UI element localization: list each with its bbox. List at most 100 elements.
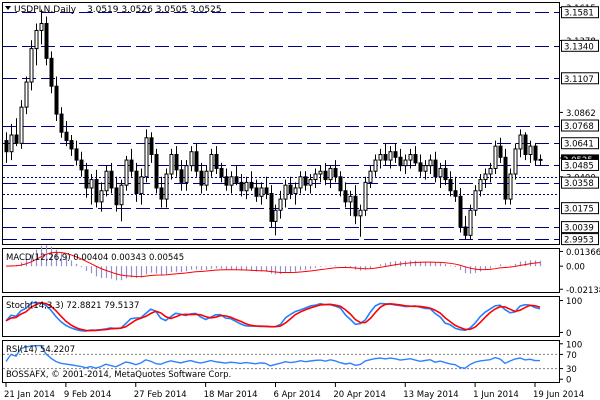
candle-body: [104, 170, 109, 192]
candle-body: [513, 148, 518, 175]
candle-body: [353, 195, 358, 217]
candle-body: [463, 226, 468, 236]
candle-body: [418, 162, 423, 172]
candle-body: [413, 154, 418, 164]
price-level-label: 3.0768: [564, 122, 594, 132]
stoch-axis-tick-label: 0: [566, 329, 571, 339]
candle-body: [363, 181, 368, 211]
macd-indicator: [5, 245, 542, 281]
candle-body: [383, 154, 388, 161]
price-axis: 3.16153.15813.13783.13403.11073.08623.07…: [560, 4, 599, 246]
candle-body: [428, 159, 433, 167]
macd-axis-tick-label: -0.02138: [566, 286, 600, 296]
candle-body: [9, 134, 14, 153]
price-level-box: [561, 39, 599, 52]
macd-axis-tick-label: 0.00: [566, 263, 585, 273]
price-level-box: [561, 6, 599, 19]
candle-body: [458, 195, 463, 228]
candle-body: [34, 29, 39, 50]
candle-body: [184, 165, 189, 183]
candle-body: [518, 134, 523, 150]
rsi-axis-tick-label: 100: [566, 340, 582, 350]
candle-body: [333, 167, 338, 178]
candle-body: [119, 184, 124, 206]
candle-body: [488, 167, 493, 175]
rsi-axis-tick-label: 70: [566, 351, 577, 361]
candle-body: [303, 176, 308, 186]
candle-body: [264, 187, 269, 195]
candle-body: [164, 173, 169, 200]
candle-body: [348, 195, 353, 203]
rsi-line: [5, 344, 541, 369]
date-label: 18 Mar 2014: [204, 390, 258, 400]
candle-body: [443, 167, 448, 181]
candle-body: [204, 170, 209, 186]
candle-body: [214, 154, 219, 169]
candle-body: [378, 154, 383, 161]
candle-body: [174, 154, 179, 171]
candle-body: [498, 145, 503, 158]
stoch-panel[interactable]: [2, 296, 560, 337]
candle-body: [388, 151, 393, 161]
candle-body: [4, 140, 9, 153]
main-price-panel[interactable]: [2, 2, 560, 245]
candle-body: [273, 209, 278, 222]
candle-body: [293, 187, 298, 195]
candle-body: [114, 187, 119, 206]
candle-body: [328, 167, 333, 181]
candle-body: [219, 167, 224, 178]
candle-body: [423, 165, 428, 172]
candle-body: [124, 159, 129, 186]
candle-body: [408, 154, 413, 161]
candle-body: [189, 151, 194, 167]
candle-body: [533, 145, 538, 161]
collapse-arrow-icon[interactable]: [5, 6, 11, 10]
price-level-label: 3.1107: [564, 75, 594, 85]
candle-body: [538, 158, 543, 161]
price-level-box: [561, 221, 599, 234]
candlestick-series: [4, 9, 543, 240]
date-label: 19 Jun 2014: [533, 390, 584, 400]
rsi-panel[interactable]: [2, 340, 560, 383]
candle-body: [503, 156, 508, 200]
candle-body: [179, 169, 184, 183]
stoch-signal-line: [5, 301, 541, 332]
price-level-label: 3.1340: [564, 42, 594, 52]
stoch-axis-tick-label: 100: [566, 297, 582, 307]
macd-panel[interactable]: [2, 248, 560, 293]
candle-body: [483, 173, 488, 181]
candle-body: [199, 170, 204, 186]
candle-body: [318, 170, 323, 175]
macd-signal-line: [5, 251, 541, 278]
candle-body: [323, 170, 328, 181]
rsi-axis-tick-label: 0: [566, 376, 571, 386]
price-level-label: 3.0039: [564, 224, 594, 234]
candle-body: [94, 179, 99, 203]
candle-body: [288, 184, 293, 195]
date-label: 21 Jan 2014: [4, 390, 55, 400]
candle-body: [298, 176, 303, 189]
candle-body: [368, 170, 373, 183]
candle-body: [129, 159, 134, 172]
stochastic-indicator: [5, 301, 541, 332]
candle-body: [453, 190, 458, 197]
candle-body: [49, 57, 54, 87]
candle-body: [254, 187, 259, 197]
candle-body: [19, 106, 24, 144]
candle-body: [234, 176, 239, 183]
candle-body: [159, 187, 164, 200]
candle-body: [134, 170, 139, 195]
price-level-box: [561, 233, 599, 246]
macd-label: MACD(12,26,9) 0.00404 0.00343 0.00545: [6, 253, 184, 263]
candle-body: [194, 151, 199, 172]
price-level-label: 3.1581: [564, 9, 594, 19]
candle-body: [283, 184, 288, 200]
candle-body: [109, 170, 114, 189]
ohlc-values: 3.0519 3.0526 3.0505 3.0525: [87, 5, 222, 15]
candle-body: [169, 154, 174, 175]
price-level-box: [561, 72, 599, 85]
price-level-box: [561, 137, 599, 150]
candle-body: [478, 179, 483, 192]
